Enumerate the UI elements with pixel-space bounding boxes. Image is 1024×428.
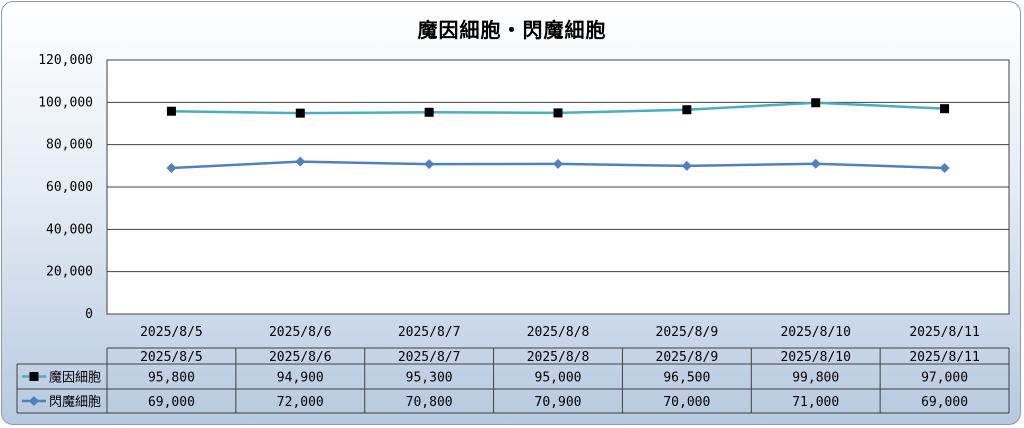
y-tick-label: 0 <box>85 307 93 322</box>
table-header-cell: 2025/8/9 <box>656 350 719 365</box>
data-label: 95,800 <box>148 371 195 386</box>
x-axis: 2025/8/5 2025/8/6 2025/8/7 2025/8/8 2025/8/9… <box>140 325 980 340</box>
data-point <box>681 160 692 171</box>
data-point <box>811 98 821 108</box>
y-tick-label: 20,000 <box>46 265 93 280</box>
series-group <box>166 98 950 173</box>
legend-key-marker <box>29 396 39 406</box>
data-label: 97,000 <box>921 371 968 386</box>
table-header-cell: 2025/8/6 <box>269 350 332 365</box>
table-header-cell: 2025/8/10 <box>780 350 850 365</box>
data-label: 69,000 <box>921 395 968 410</box>
data-label: 72,000 <box>277 395 324 410</box>
x-tick-label: 2025/8/9 <box>656 325 719 340</box>
data-point <box>940 104 950 114</box>
data-label: 95,000 <box>535 371 582 386</box>
data-point <box>295 108 305 118</box>
data-point <box>939 162 950 173</box>
y-tick-label: 120,000 <box>38 53 93 68</box>
y-axis: 0 20,000 40,000 60,000 80,000 100,000 120,000 <box>38 53 93 322</box>
data-label: 95,300 <box>406 371 453 386</box>
table-header-cell: 2025/8/8 <box>527 350 590 365</box>
data-point <box>295 156 306 167</box>
data-point <box>810 158 821 169</box>
y-tick-label: 40,000 <box>46 222 93 237</box>
data-point <box>553 108 563 118</box>
data-point <box>166 162 177 173</box>
table-header-cell: 2025/8/11 <box>909 350 979 365</box>
data-label: 70,900 <box>535 395 582 410</box>
table-header-cell: 2025/8/5 <box>140 350 203 365</box>
data-label: 71,000 <box>792 395 839 410</box>
x-tick-label: 2025/8/11 <box>909 325 979 340</box>
data-point <box>166 106 176 116</box>
legend-label: 閃魔細胞 <box>49 395 101 410</box>
y-tick-label: 100,000 <box>38 95 93 110</box>
x-tick-label: 2025/8/6 <box>269 325 332 340</box>
data-label: 70,000 <box>663 395 710 410</box>
data-point <box>553 158 563 169</box>
data-label: 96,500 <box>663 371 710 386</box>
gridlines <box>107 101 1009 273</box>
x-tick-label: 2025/8/7 <box>398 325 461 340</box>
data-label: 69,000 <box>148 395 195 410</box>
data-point <box>424 107 434 117</box>
data-point <box>682 105 692 115</box>
y-tick-label: 60,000 <box>46 180 93 195</box>
data-point <box>424 159 435 170</box>
table-header-cell: 2025/8/7 <box>398 350 461 365</box>
data-table: 2025/8/5 2025/8/6 2025/8/7 2025/8/8 2025/8/9… <box>16 347 1010 414</box>
legend-key-marker <box>29 372 39 381</box>
data-label: 70,800 <box>406 395 453 410</box>
data-label: 94,900 <box>277 371 324 386</box>
data-label: 99,800 <box>792 371 839 386</box>
y-tick-label: 80,000 <box>46 138 93 153</box>
chart-title: 魔因細胞・閃魔細胞 <box>417 18 607 42</box>
x-tick-label: 2025/8/10 <box>780 325 850 340</box>
x-tick-label: 2025/8/5 <box>140 325 203 340</box>
legend-label: 魔因細胞 <box>49 371 101 386</box>
x-tick-label: 2025/8/8 <box>527 325 590 340</box>
